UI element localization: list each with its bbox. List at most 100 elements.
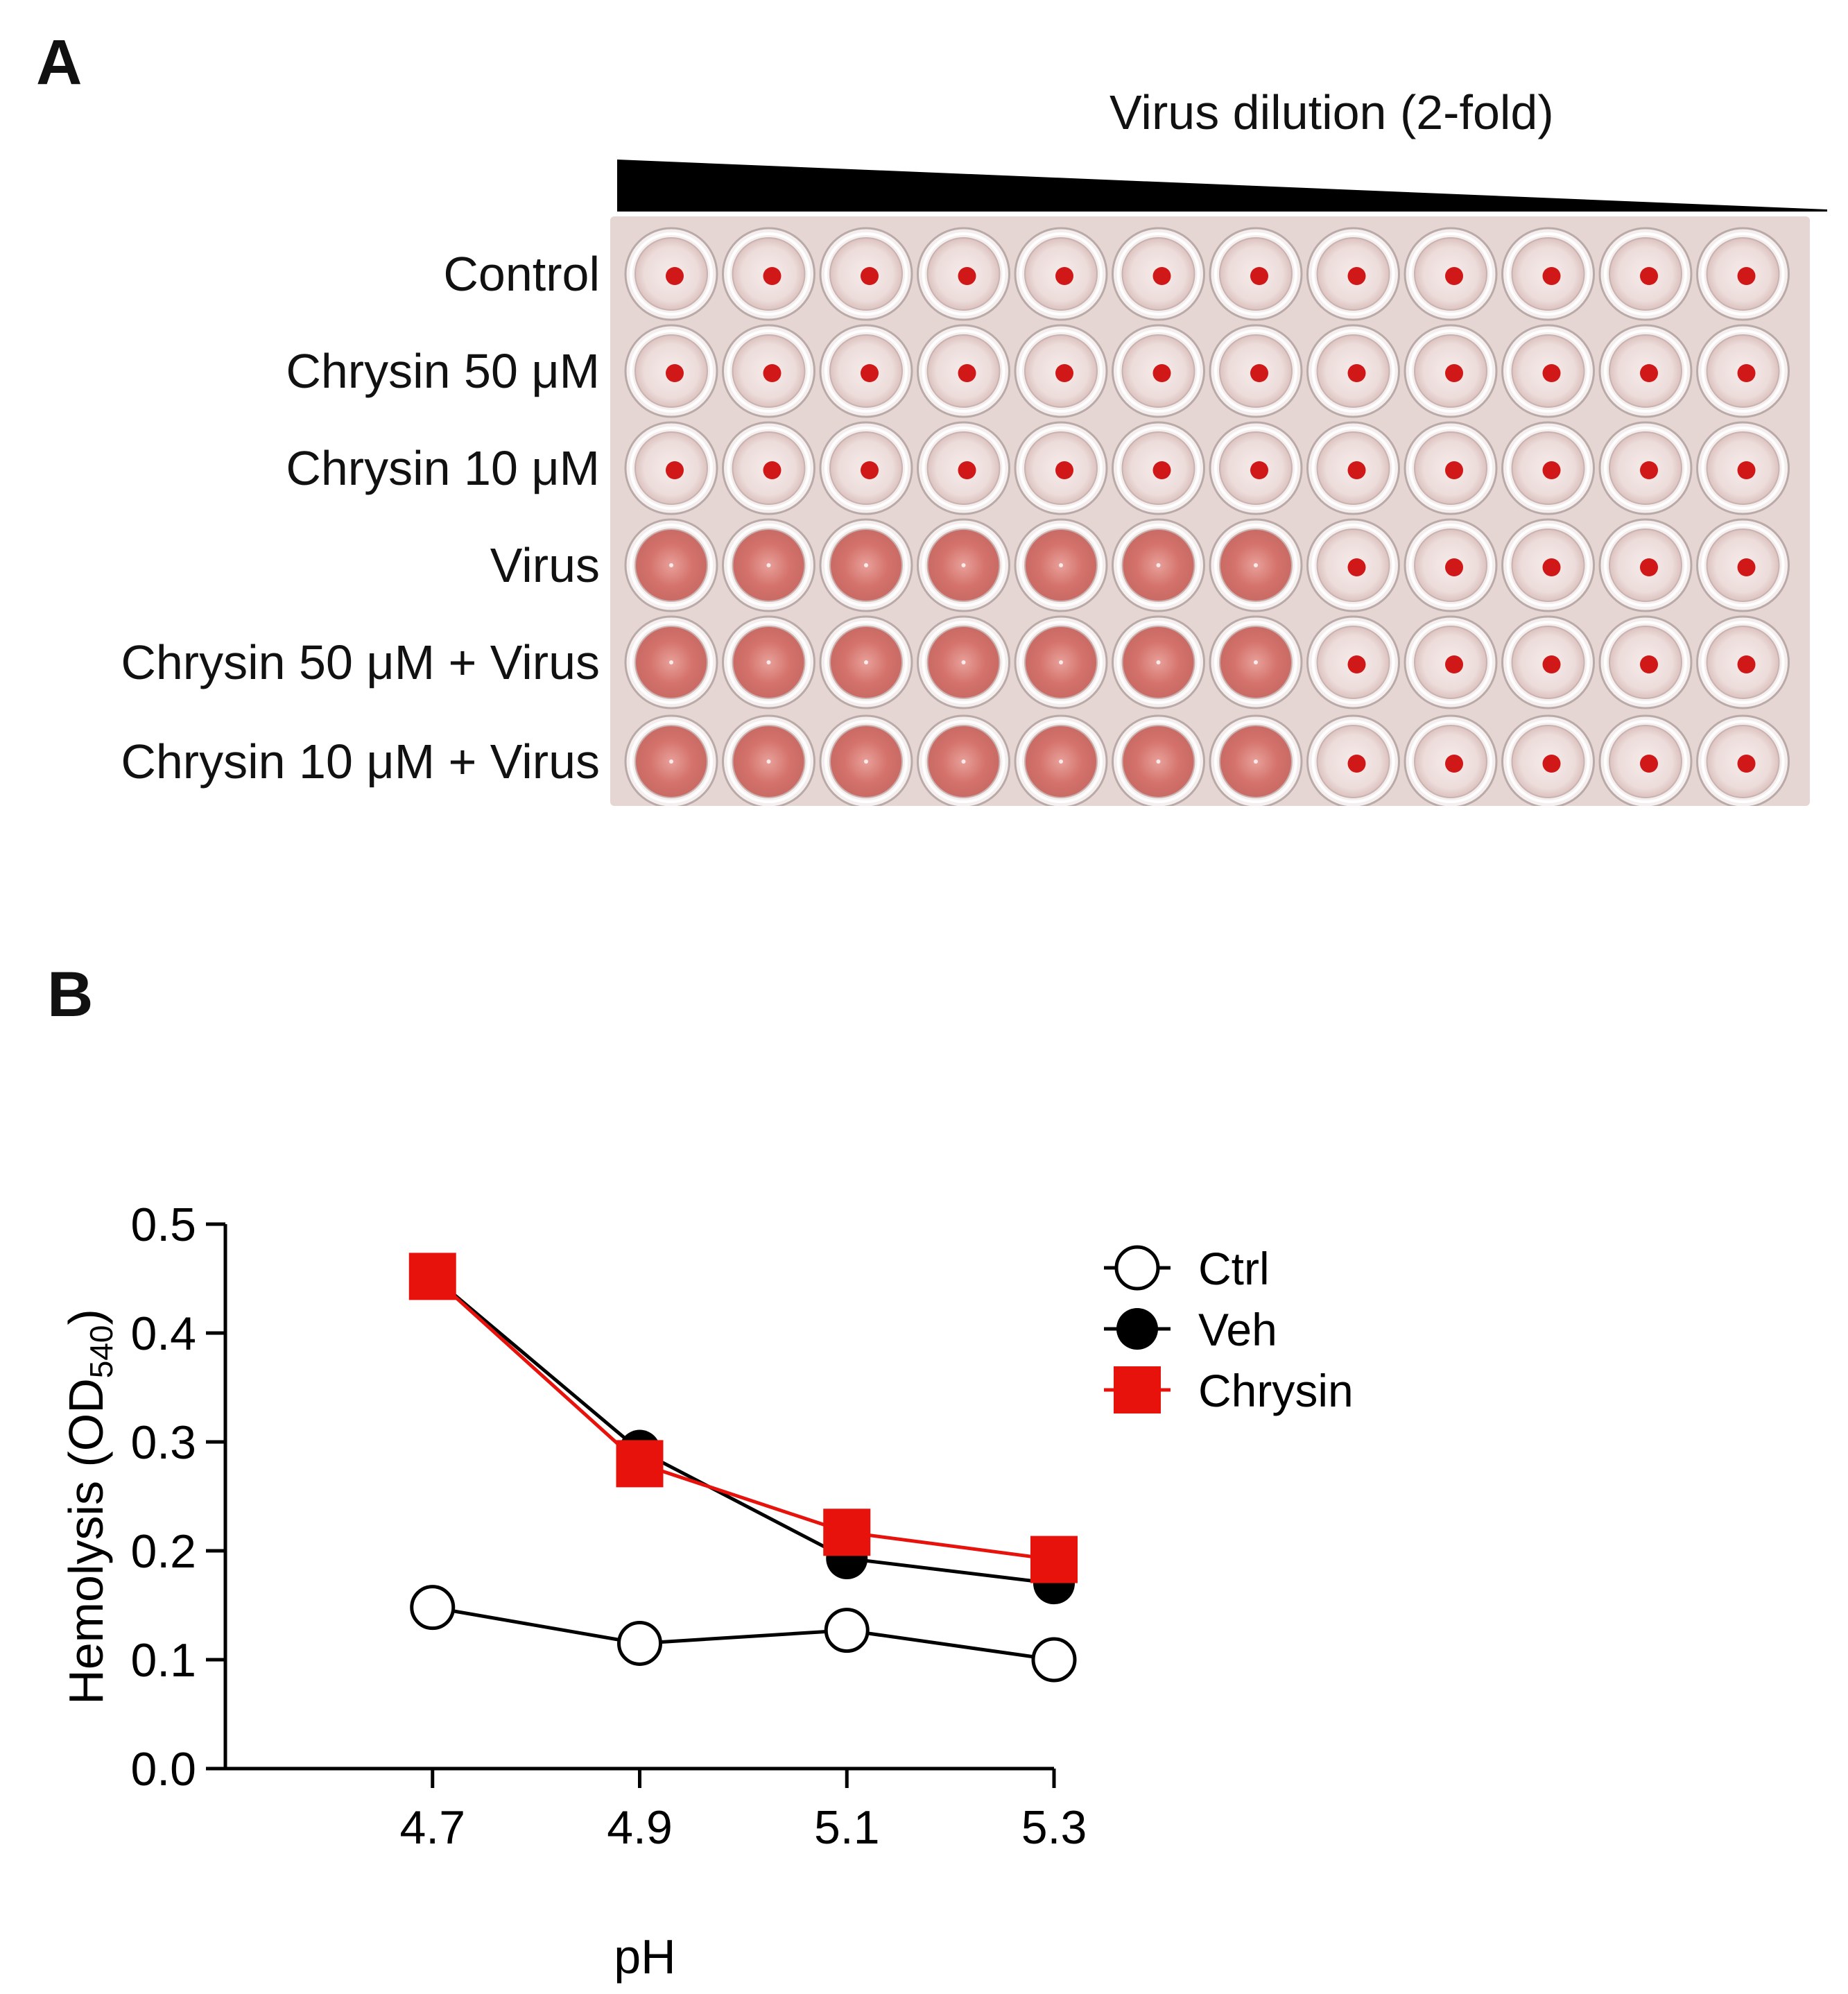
plate-well: [1209, 227, 1303, 321]
plate-well: [722, 324, 815, 418]
plate-well: [1306, 615, 1400, 710]
data-point-chrysin: [1030, 1536, 1078, 1583]
x-tick-label: 4.9: [607, 1801, 673, 1854]
plate-well: [624, 518, 718, 612]
plate-well: [1306, 714, 1400, 809]
x-tick-label: 5.3: [1021, 1801, 1087, 1854]
plate-well: [1209, 324, 1303, 418]
plate-well: [1306, 227, 1400, 321]
legend-item: Ctrl: [1104, 1243, 1270, 1294]
x-axis-label: pH: [614, 1929, 675, 1984]
plate-well: [1014, 518, 1108, 612]
plate-well: [1404, 324, 1498, 418]
plate-well: [917, 714, 1010, 809]
plate-well: [1696, 518, 1790, 612]
plate-well: [722, 714, 815, 809]
plate-well: [1014, 421, 1108, 515]
plate-well: [624, 421, 718, 515]
series-line-chrysin: [431, 1275, 1055, 1562]
plate-well: [1112, 714, 1205, 809]
plate-well: [1501, 421, 1595, 515]
panel-a-letter: A: [36, 27, 83, 98]
plate-well: [917, 615, 1010, 710]
plate-well: [722, 421, 815, 515]
plate-well: [819, 714, 913, 809]
plate-well: [1306, 518, 1400, 612]
plate-well: [1209, 615, 1303, 710]
plate-well: [1209, 714, 1303, 809]
data-point-ctrl: [1114, 1245, 1160, 1291]
plate-well: [819, 421, 913, 515]
plate-well: [624, 615, 718, 710]
plate-well: [917, 227, 1010, 321]
plate-well: [1404, 615, 1498, 710]
data-point-chrysin: [616, 1440, 664, 1488]
legend-item: Veh: [1104, 1304, 1277, 1355]
plate-well: [1598, 518, 1693, 612]
plate-well: [917, 518, 1010, 612]
row-label: Chrysin 50 μM: [286, 344, 600, 398]
panel-b-letter: B: [47, 959, 94, 1030]
legend-label: Veh: [1198, 1304, 1277, 1355]
plate-well: [819, 324, 913, 418]
plate-well: [1014, 615, 1108, 710]
y-tick-label: 0.1: [130, 1634, 196, 1687]
plate-well: [722, 518, 815, 612]
plate-well: [1112, 518, 1205, 612]
plate-wells: [624, 227, 1790, 809]
plate-well: [819, 227, 913, 321]
plate-well: [1014, 714, 1108, 809]
plate-well: [819, 518, 913, 612]
plate-well: [1696, 615, 1790, 710]
legend-label: Ctrl: [1198, 1243, 1270, 1294]
plate-well: [1501, 518, 1595, 612]
plate-well: [722, 227, 815, 321]
series-line-veh: [431, 1275, 1055, 1585]
plate-well: [819, 615, 913, 710]
plate-well: [1306, 324, 1400, 418]
dilution-label: Virus dilution (2-fold): [1109, 85, 1554, 139]
y-tick-label: 0.0: [130, 1743, 196, 1796]
plate-well: [1112, 324, 1205, 418]
plate-well: [1404, 714, 1498, 809]
plate-well: [1696, 421, 1790, 515]
data-point-chrysin: [823, 1509, 871, 1556]
data-point-chrysin: [1114, 1366, 1161, 1413]
plate-well: [1501, 714, 1595, 809]
row-label: Chrysin 10 μM + Virus: [121, 734, 600, 789]
plate-well: [1404, 421, 1498, 515]
hemolysis-chart: 0.0 0.1 0.2 0.3 0.4 0.5 4.7 4.9 5.1 5.3 pH Hemolysi…: [59, 1198, 1354, 1984]
data-point-chrysin: [408, 1253, 456, 1300]
plate-well: [1696, 714, 1790, 809]
plate-well: [1014, 227, 1108, 321]
plate-well: [1112, 421, 1205, 515]
plate-well: [624, 324, 718, 418]
plate-well: [1404, 518, 1498, 612]
data-point-ctrl: [617, 1620, 662, 1666]
series-line-ctrl: [432, 1606, 1055, 1662]
plate-well: [1598, 714, 1693, 809]
plate-well: [722, 615, 815, 710]
data-point-ctrl: [824, 1608, 870, 1653]
legend-item: Chrysin: [1104, 1365, 1354, 1416]
x-tick-label: 5.1: [814, 1801, 880, 1854]
plate-well: [1112, 615, 1205, 710]
plate-well: [1209, 518, 1303, 612]
data-point-ctrl: [1031, 1637, 1077, 1683]
y-tick-label: 0.4: [130, 1307, 196, 1360]
hemagglutination-plate: [610, 216, 1810, 809]
y-tick-label: 0.3: [130, 1416, 196, 1469]
plate-well: [917, 324, 1010, 418]
row-label: Control: [443, 247, 600, 301]
plate-well: [1501, 324, 1595, 418]
plate-well: [1598, 615, 1693, 710]
y-tick-label: 0.2: [130, 1525, 196, 1578]
data-point-ctrl: [410, 1585, 456, 1631]
plate-well: [624, 714, 718, 809]
plate-well: [1598, 227, 1693, 321]
row-label: Virus: [490, 538, 600, 592]
plate-well: [917, 421, 1010, 515]
plate-well: [624, 227, 718, 321]
plate-well: [1306, 421, 1400, 515]
plate-well: [1209, 421, 1303, 515]
